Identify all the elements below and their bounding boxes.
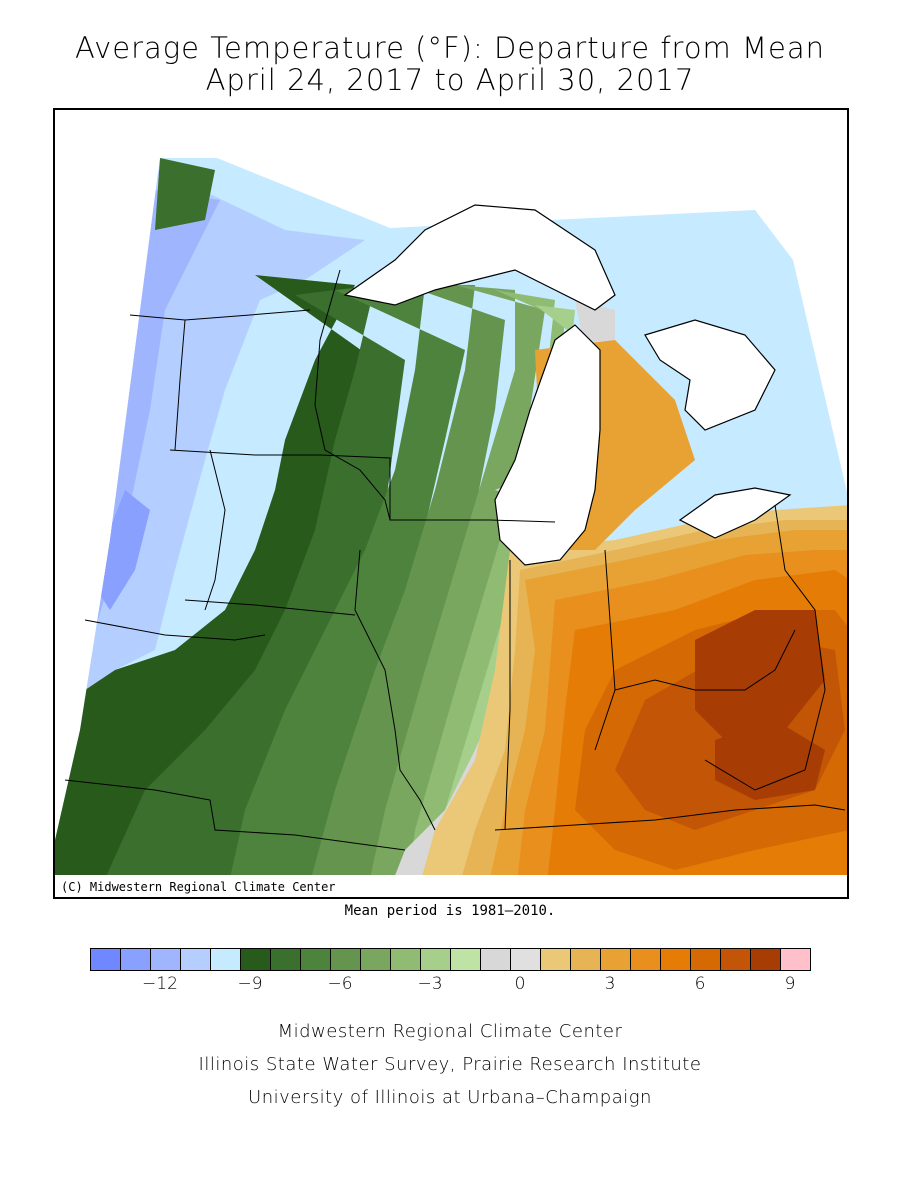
temperature-departure-map xyxy=(55,158,847,875)
legend-swatch xyxy=(480,948,511,971)
legend-swatch xyxy=(570,948,601,971)
legend-swatch xyxy=(510,948,541,971)
footer-org: Midwestern Regional Climate Center xyxy=(277,1021,623,1042)
legend-swatch xyxy=(300,948,331,971)
map-title: Average Temperature (°F): Departure from… xyxy=(74,31,826,65)
band-minus7 xyxy=(225,285,465,875)
copyright-label: (C) Midwestern Regional Climate Center xyxy=(57,879,340,895)
legend-swatch xyxy=(210,948,241,971)
band-minus12 xyxy=(90,490,150,610)
legend-tick-label: −6 xyxy=(327,974,353,994)
band-minus5 xyxy=(365,285,545,875)
legend-tick-label: 3 xyxy=(604,974,616,994)
legend-tick-label: −12 xyxy=(142,974,178,994)
legend-swatch xyxy=(180,948,211,971)
footer-survey: Illinois State Water Survey, Prairie Res… xyxy=(198,1054,702,1075)
state-borders xyxy=(64,269,846,851)
legend-swatch xyxy=(330,948,361,971)
legend-swatch xyxy=(690,948,721,971)
legend-tick-label: 6 xyxy=(694,974,706,994)
legend-swatch xyxy=(420,948,451,971)
mean-period-note: Mean period is 1981–2010. xyxy=(344,903,556,919)
legend-tick-label: −3 xyxy=(417,974,443,994)
legend-swatch xyxy=(360,948,391,971)
band-plus8-south xyxy=(715,720,825,800)
legend-swatch xyxy=(660,948,691,971)
legend-swatch xyxy=(150,948,181,971)
band-minus8-north xyxy=(155,158,215,230)
color-legend xyxy=(90,948,811,971)
legend-tick-label: −9 xyxy=(237,974,263,994)
map-date-range: April 24, 2017 to April 30, 2017 xyxy=(205,63,695,97)
legend-swatch xyxy=(120,948,151,971)
lake-erie xyxy=(678,487,792,539)
great-lakes xyxy=(343,204,792,566)
legend-swatch xyxy=(600,948,631,971)
legend-swatch xyxy=(750,948,781,971)
lake-huron xyxy=(644,319,776,431)
map-panel: (C) Midwestern Regional Climate Center xyxy=(53,108,849,899)
legend-swatch xyxy=(390,948,421,971)
band-zero xyxy=(385,470,555,875)
legend-swatch xyxy=(630,948,661,971)
legend-swatch xyxy=(450,948,481,971)
legend-tick-label: 9 xyxy=(784,974,796,994)
legend-swatch xyxy=(240,948,271,971)
legend-swatch xyxy=(90,948,121,971)
band-minus4 xyxy=(405,290,565,875)
legend-tick-label: 0 xyxy=(514,974,526,994)
band-minus6 xyxy=(305,285,505,875)
lake-superior xyxy=(343,204,616,311)
legend-swatch xyxy=(540,948,571,971)
lake-michigan xyxy=(494,324,601,566)
legend-swatch xyxy=(270,948,301,971)
legend-swatch xyxy=(720,948,751,971)
footer-university: University of Illinois at Urbana–Champai… xyxy=(248,1087,652,1108)
legend-swatch xyxy=(780,948,811,971)
legend-tick-labels: −12 −9 −6 −3 0 3 6 9 xyxy=(0,974,900,998)
